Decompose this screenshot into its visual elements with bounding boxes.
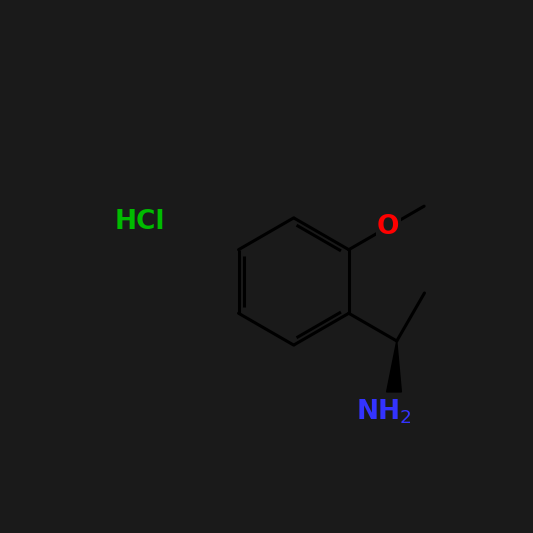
Text: NH$_2$: NH$_2$ <box>356 398 411 426</box>
Polygon shape <box>386 341 401 392</box>
Text: HCl: HCl <box>115 209 165 235</box>
Text: O: O <box>377 214 399 240</box>
